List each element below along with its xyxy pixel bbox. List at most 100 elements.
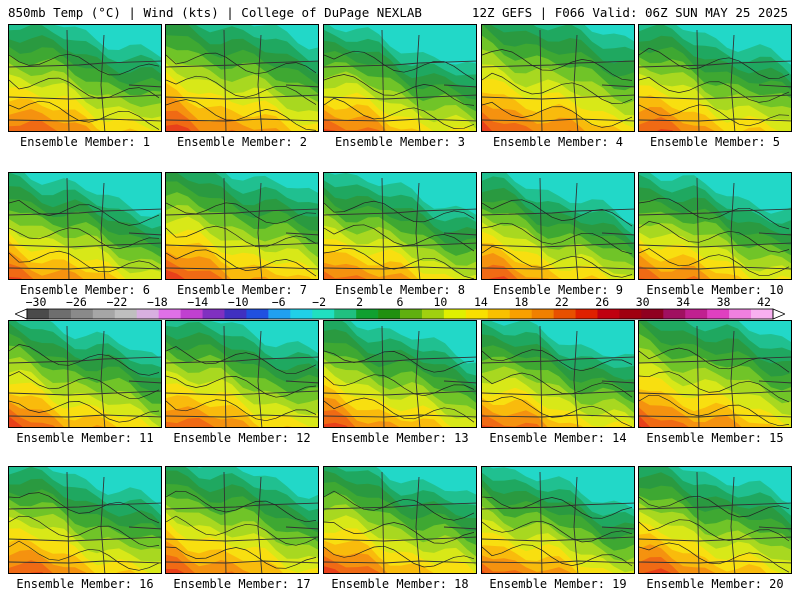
- state-boundary: [573, 182, 579, 279]
- temperature-field: [9, 467, 161, 573]
- state-boundary: [539, 177, 543, 279]
- state-boundary: [324, 560, 476, 564]
- temperature-contour: [166, 99, 317, 131]
- colorbar-swatch: [246, 309, 269, 319]
- state-boundary: [639, 94, 791, 100]
- temperature-contour: [166, 249, 317, 277]
- state-boundary: [223, 177, 227, 279]
- state-boundary: [324, 414, 476, 418]
- colorbar-tick-label: −6: [271, 295, 286, 309]
- colorbar-tick-label: −2: [312, 295, 327, 309]
- temperature-field: [639, 467, 791, 573]
- state-boundary: [418, 356, 476, 360]
- colorbar-swatch: [707, 309, 730, 319]
- temperature-contour: [166, 202, 317, 225]
- state-boundary: [573, 476, 579, 573]
- state-boundary: [9, 242, 161, 248]
- temperature-contour: [639, 221, 790, 253]
- colorbar-tick-label: 22: [554, 295, 569, 309]
- temperature-contour: [324, 224, 475, 252]
- state-boundary: [696, 29, 700, 131]
- temperature-contour: [482, 544, 633, 567]
- member-map-panel: [165, 466, 319, 574]
- temperature-contour: [9, 77, 160, 100]
- temperature-contour: [639, 248, 790, 276]
- colorbar-tick-label: 6: [396, 295, 404, 309]
- colorbar-tick-label: −14: [187, 295, 209, 309]
- member-label: Ensemble Member: 7: [176, 283, 308, 297]
- temperature-contour: [9, 344, 160, 376]
- state-boundary: [730, 330, 736, 427]
- temperature-contour: [639, 371, 790, 403]
- state-boundary: [324, 536, 476, 542]
- temperature-contour: [639, 104, 790, 127]
- member-map-panel: [8, 24, 162, 132]
- member-label: Ensemble Member: 8: [334, 283, 466, 297]
- temperature-contour: [482, 49, 633, 81]
- state-boundary: [758, 84, 791, 88]
- colorbar-swatch: [70, 309, 94, 319]
- colorbar-swatch: [421, 309, 445, 319]
- colorbar-tick-label: 34: [676, 295, 691, 309]
- colorbar-swatch: [487, 309, 510, 319]
- member-label: Ensemble Member: 4: [492, 135, 624, 149]
- state-boundary: [415, 330, 421, 427]
- state-boundary: [696, 325, 700, 427]
- colorbar-swatch: [180, 309, 203, 319]
- state-boundary: [730, 34, 736, 131]
- state-boundary: [324, 242, 476, 248]
- state-boundary: [166, 358, 262, 364]
- temperature-contour: [166, 375, 317, 398]
- state-boundary: [639, 118, 791, 122]
- state-boundary: [66, 177, 70, 279]
- state-boundary: [324, 118, 476, 122]
- colorbar-swatch: [334, 309, 357, 319]
- state-boundary: [539, 471, 543, 573]
- state-boundary: [285, 526, 318, 530]
- state-boundary: [573, 330, 579, 427]
- state-boundary: [482, 118, 634, 122]
- temperature-field: [324, 173, 476, 279]
- state-boundary: [100, 34, 106, 131]
- member-map-panel: [481, 466, 635, 574]
- member-map-panel: [481, 320, 635, 428]
- temperature-contour: [639, 542, 790, 573]
- state-boundary: [9, 210, 105, 216]
- state-boundary: [223, 29, 227, 131]
- colorbar-swatch: [729, 309, 752, 319]
- state-boundary: [758, 526, 791, 530]
- state-boundary: [381, 325, 385, 427]
- temperature-contour: [482, 396, 633, 427]
- state-boundary: [128, 380, 161, 384]
- temperature-field: [166, 321, 318, 427]
- state-boundary: [576, 208, 634, 212]
- state-boundary: [324, 390, 476, 396]
- member-label: Ensemble Member: 3: [334, 135, 466, 149]
- colorbar-swatch: [597, 309, 620, 319]
- temperature-contour: [324, 97, 475, 129]
- member-map-panel: [638, 24, 792, 132]
- temperature-contour: [166, 490, 317, 523]
- colorbar-tick-label: 18: [514, 295, 529, 309]
- state-boundary: [166, 94, 318, 100]
- state-boundary: [260, 60, 318, 64]
- temperature-contour: [166, 346, 317, 374]
- temperature-contour: [166, 225, 317, 248]
- temperature-contour: [9, 227, 160, 250]
- temperature-contour: [324, 74, 475, 106]
- state-boundary: [601, 526, 634, 530]
- state-boundary: [9, 390, 161, 396]
- state-boundary: [482, 536, 634, 542]
- colorbar-swatch: [136, 309, 159, 319]
- state-boundary: [9, 358, 105, 364]
- temperature-contour: [9, 371, 160, 399]
- member-label: Ensemble Member: 6: [19, 283, 151, 297]
- state-boundary: [482, 414, 634, 418]
- state-boundary: [418, 208, 476, 212]
- state-boundary: [223, 471, 227, 573]
- state-boundary: [285, 232, 318, 236]
- state-boundary: [9, 504, 105, 510]
- temperature-contour: [324, 374, 475, 397]
- colorbar-tick-label: 2: [356, 295, 364, 309]
- colorbar-tick-label: 42: [757, 295, 771, 309]
